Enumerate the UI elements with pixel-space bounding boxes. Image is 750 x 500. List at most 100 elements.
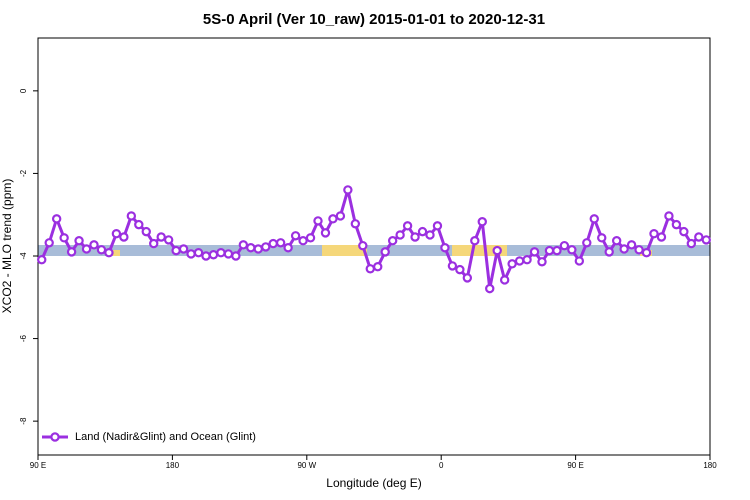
- data-point: [619, 244, 629, 254]
- data-point: [432, 221, 443, 231]
- data-point: [253, 244, 263, 254]
- x-tick-label: 90 E: [30, 461, 46, 470]
- data-point: [641, 247, 652, 258]
- data-point: [358, 240, 368, 251]
- data-point: [387, 236, 398, 246]
- data-point: [417, 226, 428, 237]
- data-point: [305, 233, 316, 243]
- y-tick-label: 0: [19, 88, 28, 93]
- data-point: [350, 219, 361, 229]
- y-tick-label: -8: [19, 417, 28, 425]
- data-point: [141, 226, 151, 237]
- data-point: [686, 238, 697, 249]
- data-point: [126, 211, 137, 221]
- x-axis-label: Longitude (deg E): [326, 476, 421, 490]
- data-point: [81, 244, 92, 254]
- data-point: [611, 236, 622, 246]
- data-point: [507, 259, 517, 269]
- x-tick-label: 180: [703, 461, 717, 470]
- data-point: [171, 245, 181, 256]
- plot-frame: [37, 37, 711, 456]
- data-point: [246, 243, 256, 253]
- data-point: [37, 255, 47, 265]
- data-point: [96, 245, 107, 255]
- data-point: [574, 256, 585, 266]
- data-point: [208, 250, 219, 260]
- data-point: [559, 240, 570, 251]
- legend-label: Land (Nadir&Glint) and Ocean (Glint): [75, 431, 256, 443]
- x-tick-label: 90 E: [567, 461, 583, 470]
- data-point: [656, 232, 667, 242]
- y-tick-label: -4: [19, 252, 28, 260]
- data-point: [544, 245, 555, 256]
- data-point: [671, 219, 682, 230]
- data-point: [447, 261, 458, 271]
- data-point: [89, 240, 99, 250]
- data-point: [634, 245, 644, 255]
- data-point: [529, 247, 540, 257]
- data-point: [163, 235, 174, 245]
- data-point: [664, 211, 674, 221]
- data-point: [582, 238, 592, 248]
- data-point: [492, 245, 502, 256]
- data-point: [597, 233, 607, 243]
- data-point: [231, 251, 241, 261]
- x-tick-label: 180: [166, 461, 180, 470]
- data-point: [51, 214, 62, 224]
- data-point: [402, 221, 413, 231]
- data-point: [193, 247, 204, 258]
- data-point: [425, 230, 435, 240]
- data-point: [626, 240, 637, 250]
- data-point: [119, 232, 129, 242]
- data-point: [679, 226, 689, 237]
- legend: Land (Nadir&Glint) and Ocean (Glint): [42, 431, 256, 443]
- data-point: [514, 256, 525, 266]
- data-point: [201, 251, 211, 261]
- chart-title: 5S-0 April (Ver 10_raw) 2015-01-01 to 20…: [203, 11, 545, 28]
- y-tick-label: -6: [19, 334, 28, 342]
- data-point: [373, 262, 383, 272]
- y-axis-label: XCO2 - MLO trend (ppm): [0, 179, 14, 314]
- data-point: [156, 232, 166, 242]
- data-point: [59, 233, 69, 243]
- data-point: [589, 214, 599, 224]
- data-point: [485, 283, 495, 294]
- data-point: [365, 264, 375, 274]
- data-point: [149, 238, 159, 249]
- y-tick-label: -2: [19, 169, 28, 177]
- data-point: [477, 217, 487, 227]
- data-point: [111, 229, 122, 239]
- data-point: [470, 236, 480, 246]
- data-point: [395, 230, 405, 240]
- data-point: [552, 245, 562, 256]
- data-point: [186, 249, 196, 259]
- x-tick-label: 90 W: [297, 461, 316, 470]
- data-point: [410, 232, 420, 242]
- data-point: [499, 275, 510, 285]
- data-point: [343, 185, 353, 195]
- data-point: [74, 236, 84, 246]
- data-point: [335, 211, 346, 221]
- data-point: [701, 235, 711, 245]
- data-point: [283, 243, 293, 253]
- data-point: [134, 219, 144, 230]
- data-point: [567, 245, 577, 255]
- data-point: [298, 236, 308, 246]
- data-line: [40, 189, 707, 289]
- data-point: [440, 243, 450, 253]
- data-point: [268, 238, 278, 249]
- data-point: [178, 244, 189, 254]
- data-point: [320, 228, 331, 238]
- data-point: [313, 216, 323, 226]
- data-point: [238, 240, 249, 250]
- data-point: [455, 264, 465, 275]
- data-point: [328, 214, 338, 224]
- data-point: [649, 229, 659, 239]
- data-point: [216, 247, 226, 258]
- data-point: [380, 247, 390, 257]
- data-point: [275, 238, 286, 248]
- data-point: [522, 255, 532, 265]
- data-point: [604, 247, 614, 257]
- data-point: [104, 247, 114, 258]
